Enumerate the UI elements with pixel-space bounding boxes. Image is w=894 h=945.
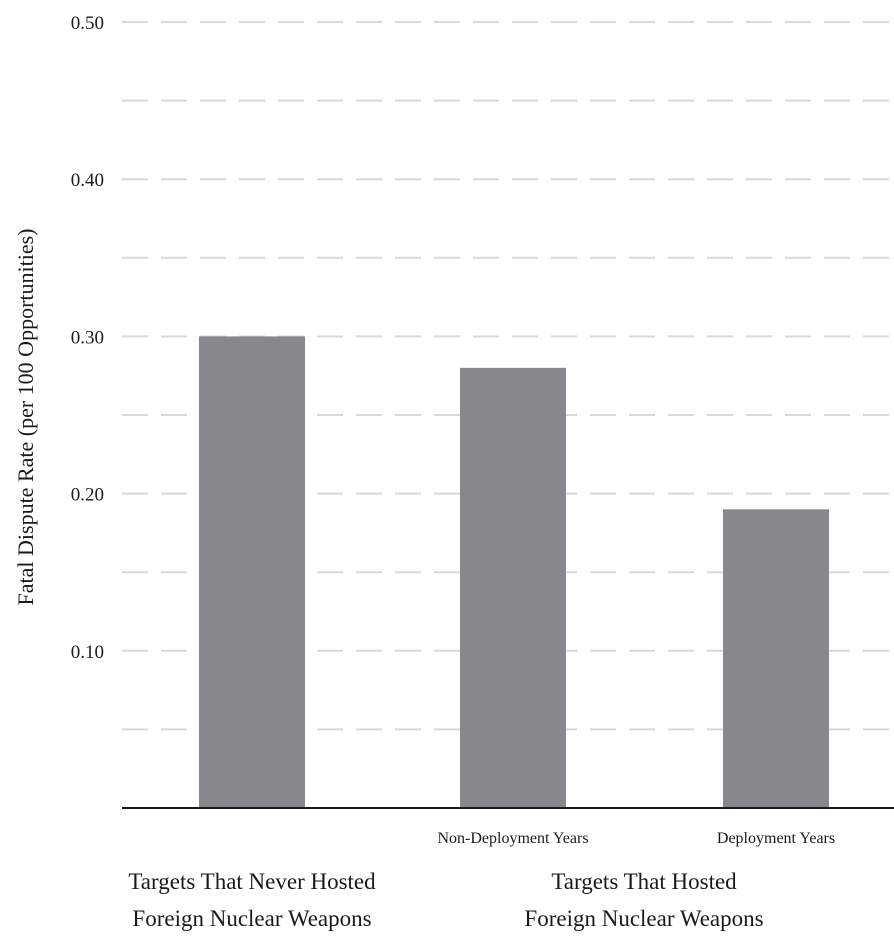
x-tick-label: Deployment Years [717, 830, 835, 847]
y-tick-label: 0.10 [71, 642, 104, 663]
group-label: Targets That Never Hosted [128, 869, 376, 894]
bar [199, 336, 305, 808]
group-label: Targets That Hosted [551, 869, 737, 894]
x-group-labels: Targets That Never Hosted Foreign Nuclear… [128, 869, 763, 931]
bar [460, 367, 566, 808]
bars [199, 336, 829, 808]
x-tick-label: Non-Deployment Years [437, 830, 588, 847]
y-tick-label: 0.30 [71, 327, 104, 348]
y-tick-labels: 0.10 0.20 0.30 0.40 0.50 [71, 13, 104, 663]
y-tick-label: 0.50 [71, 13, 104, 34]
group-label: Foreign Nuclear Weapons [524, 906, 763, 931]
bar [723, 509, 829, 808]
x-category-labels: Non-Deployment Years Deployment Years [437, 830, 835, 847]
group-label: Foreign Nuclear Weapons [132, 906, 371, 931]
y-tick-label: 0.40 [71, 170, 104, 191]
y-tick-label: 0.20 [71, 485, 104, 506]
y-axis-title: Fatal Dispute Rate (per 100 Opportunitie… [13, 229, 38, 606]
